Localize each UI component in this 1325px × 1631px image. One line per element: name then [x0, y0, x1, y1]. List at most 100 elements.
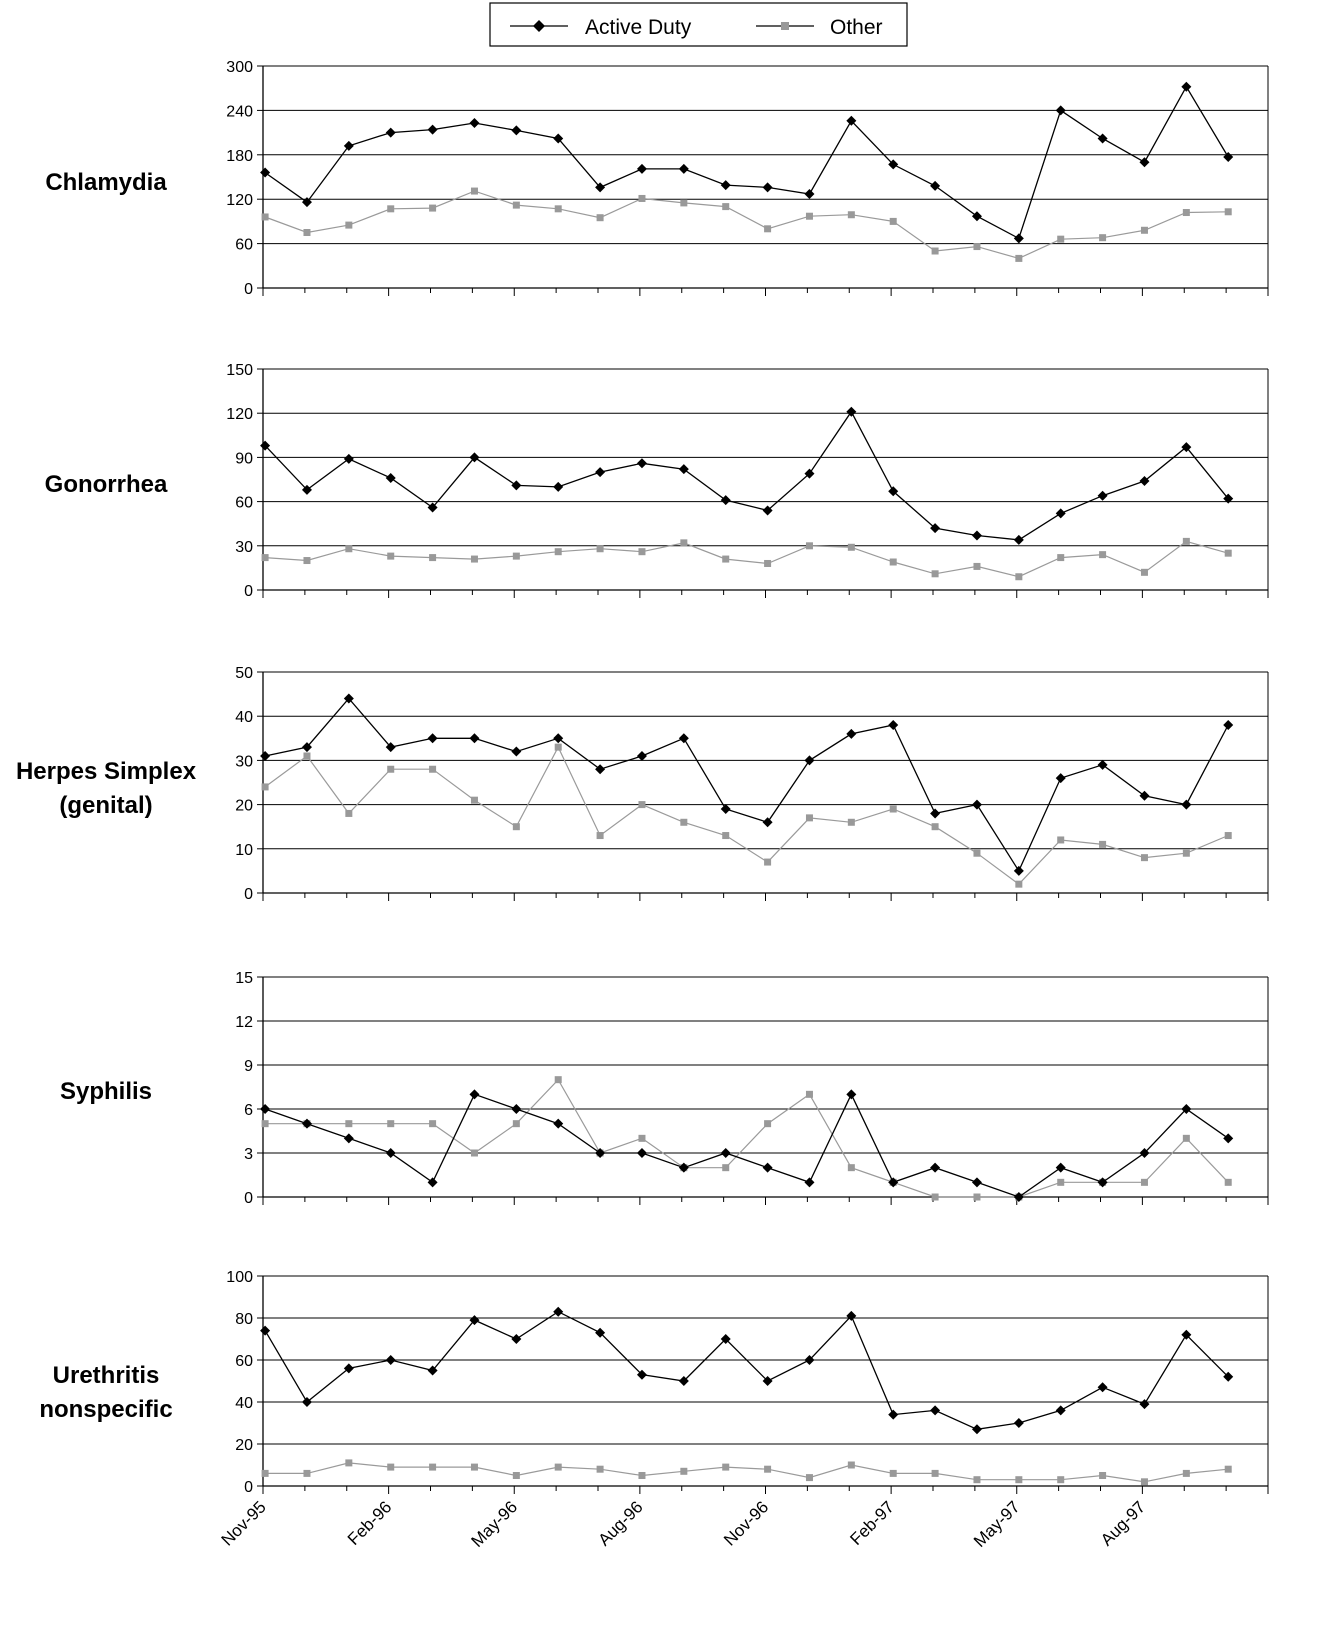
data-point-other — [722, 555, 730, 563]
legend-label-other: Other — [830, 16, 883, 39]
data-point-other — [554, 205, 562, 213]
data-point-other — [596, 545, 604, 553]
data-point-active-duty — [930, 1162, 941, 1173]
data-point-other — [1140, 568, 1148, 576]
data-point-active-duty — [762, 1376, 773, 1386]
data-point-other — [1015, 1476, 1023, 1484]
data-point-other — [470, 796, 478, 804]
data-point-active-duty — [1013, 865, 1024, 876]
data-point-active-duty — [511, 480, 522, 491]
data-point-other — [1182, 1469, 1190, 1477]
data-point-other — [1182, 1134, 1190, 1142]
y-tick-label: 240 — [226, 103, 253, 120]
data-point-other — [805, 212, 813, 220]
data-point-active-duty — [1181, 442, 1192, 453]
data-point-other — [638, 801, 646, 809]
data-point-active-duty — [930, 1405, 941, 1416]
data-point-other — [345, 545, 353, 553]
data-point-other — [1099, 840, 1107, 848]
data-point-other — [1224, 549, 1232, 557]
data-point-active-duty — [1097, 490, 1108, 501]
data-point-other — [470, 555, 478, 563]
y-tick-label: 120 — [226, 406, 253, 423]
data-point-other — [387, 205, 395, 213]
x-tick-label: May-96 — [468, 1497, 522, 1551]
data-point-active-duty — [301, 1118, 312, 1129]
data-point-active-duty — [385, 742, 396, 753]
data-point-other — [1140, 854, 1148, 862]
data-point-other — [261, 554, 269, 562]
data-point-other — [973, 1193, 981, 1201]
data-point-other — [847, 1461, 855, 1469]
data-point-active-duty — [678, 1162, 689, 1173]
y-tick-label: 0 — [244, 1479, 253, 1496]
data-point-other — [1224, 832, 1232, 840]
data-point-active-duty — [385, 473, 396, 484]
data-point-other — [722, 832, 730, 840]
x-tick-label: Nov-96 — [720, 1497, 772, 1549]
data-point-other — [345, 1459, 353, 1467]
data-point-active-duty — [511, 1104, 522, 1114]
data-point-active-duty — [427, 1365, 438, 1376]
data-point-active-duty — [385, 1148, 396, 1158]
data-point-other — [973, 849, 981, 857]
data-point-other — [973, 562, 981, 570]
data-point-other — [429, 554, 437, 562]
data-point-active-duty — [260, 440, 271, 451]
y-tick-label: 80 — [235, 1311, 253, 1328]
legend-label-active-duty: Active Duty — [585, 16, 692, 39]
data-point-active-duty — [260, 1104, 271, 1114]
data-point-active-duty — [1013, 534, 1024, 545]
data-point-active-duty — [762, 1162, 773, 1173]
panel-title: nonspecific — [39, 1396, 172, 1423]
y-tick-label: 3 — [244, 1146, 253, 1163]
data-point-other — [973, 1476, 981, 1484]
panel-4: Syphilis 0 3 6 9 12 15 — [60, 970, 1269, 1207]
data-point-other — [345, 1120, 353, 1128]
y-tick-label: 12 — [235, 1014, 253, 1031]
panel-title: Urethritis — [53, 1362, 160, 1389]
panel-1: Chlamydia 0 60 120 180 240 300 — [45, 59, 1269, 298]
data-point-active-duty — [1139, 790, 1150, 801]
data-point-active-duty — [511, 125, 522, 136]
panel-title: Herpes Simplex — [16, 758, 197, 785]
data-point-other — [1057, 1178, 1065, 1186]
data-point-active-duty — [553, 1118, 564, 1129]
data-point-active-duty — [343, 453, 354, 464]
data-point-other — [554, 1463, 562, 1471]
legend-box — [489, 2, 908, 47]
data-point-active-duty — [511, 746, 522, 757]
data-point-active-duty — [511, 1334, 522, 1344]
series-line-other — [264, 745, 1229, 885]
data-point-active-duty — [595, 764, 606, 775]
data-point-active-duty — [427, 733, 438, 744]
data-point-active-duty — [469, 733, 480, 744]
data-point-active-duty — [553, 481, 564, 492]
series-line-other — [265, 1078, 1229, 1198]
data-point-other — [1057, 554, 1065, 562]
data-point-other — [931, 1193, 939, 1201]
panel-5: Urethritis nonspecific 0 20 40 60 80 100 — [39, 1269, 1269, 1496]
data-point-active-duty — [971, 1177, 982, 1188]
x-tick-label: Feb-96 — [344, 1497, 396, 1549]
data-point-active-duty — [1223, 152, 1234, 163]
data-point-active-duty — [678, 1376, 689, 1386]
panel-title: (genital) — [59, 792, 152, 819]
data-point-other — [429, 1120, 437, 1128]
panel-2: Gonorrhea 0 30 60 90 120 150 — [45, 362, 1269, 600]
data-point-other — [554, 1076, 562, 1084]
data-point-other — [387, 1463, 395, 1471]
data-point-active-duty — [427, 502, 438, 513]
y-tick-label: 10 — [235, 842, 253, 859]
data-point-other — [345, 809, 353, 817]
data-point-active-duty — [1013, 233, 1024, 244]
data-point-other — [764, 858, 772, 866]
data-point-other — [1099, 234, 1107, 242]
x-tick-label: Aug-97 — [1097, 1497, 1149, 1549]
data-point-active-duty — [385, 1355, 396, 1365]
y-tick-label: 100 — [226, 1269, 253, 1286]
data-point-active-duty — [888, 1409, 899, 1420]
y-tick-label: 0 — [244, 1190, 253, 1207]
data-point-active-duty — [636, 750, 647, 761]
